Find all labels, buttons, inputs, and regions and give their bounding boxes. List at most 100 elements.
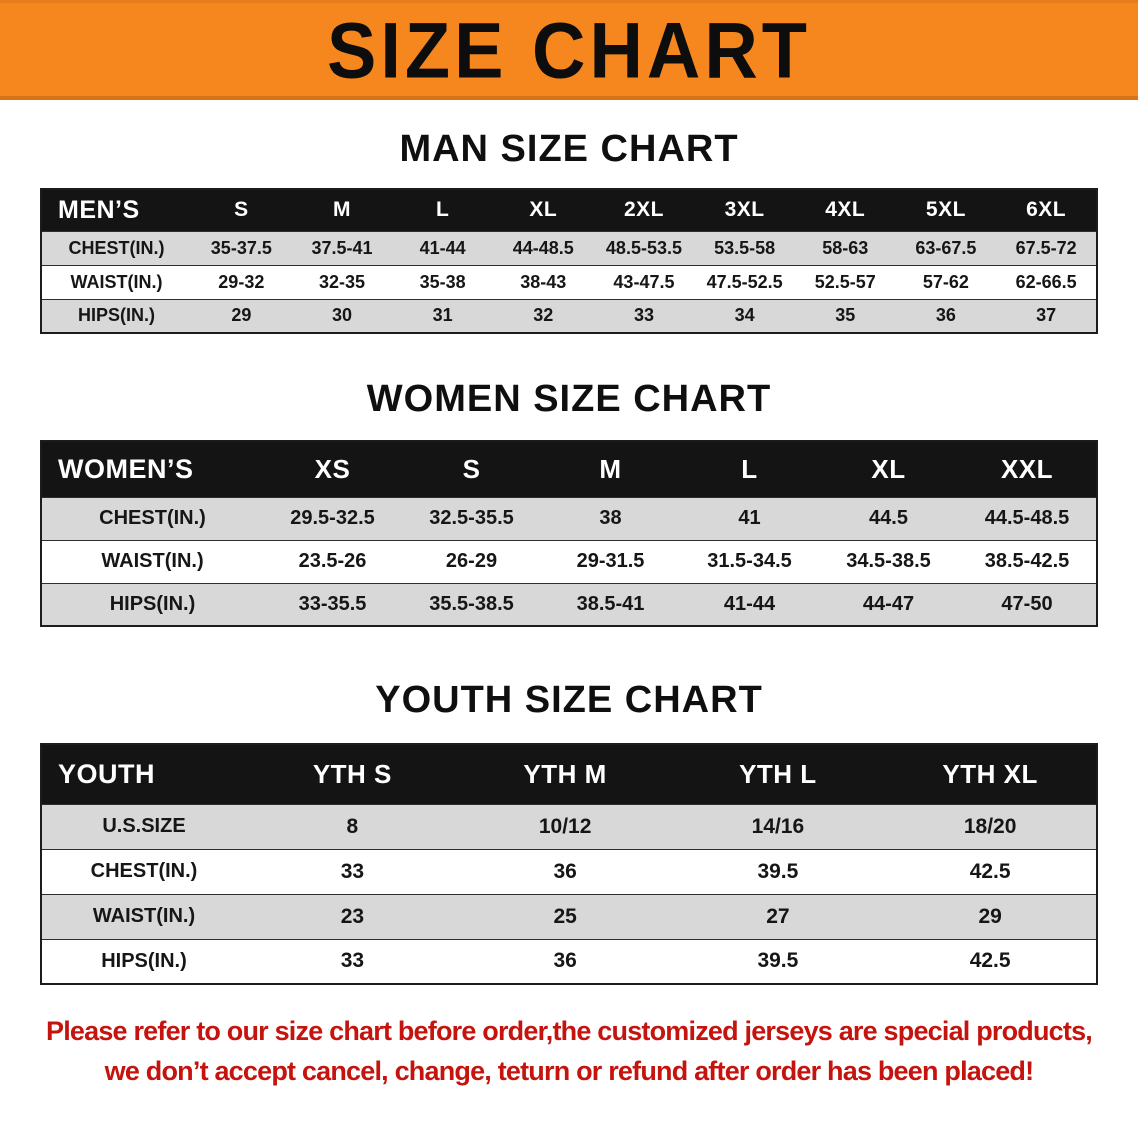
table-title-cell: MEN’S [58, 195, 140, 224]
row-label-cell: HIPS(IN.) [41, 298, 191, 333]
value-cell: 38.5-41 [541, 582, 680, 626]
size-header-cell: YTH XL [942, 758, 1038, 789]
size-header-cell: 2XL [623, 198, 664, 222]
size-header-cell: 3XL [724, 198, 765, 222]
value-cell: 42.5 [884, 848, 1097, 894]
table-row: CHEST(IN.) 35-37.5 37.5-41 41-44 44-48.5 48.5… [41, 230, 1097, 265]
value-cell: 33 [246, 938, 459, 984]
youth-size-table: YOUTH YTH S YTH M YTH L YTH XL U.S.SIZE 8 10/12… [40, 743, 1098, 985]
value-cell: 35.5-38.5 [402, 582, 541, 626]
row-label-cell: CHEST(IN.) [41, 848, 246, 894]
value-cell: 32 [492, 298, 594, 333]
value-cell: 38 [541, 496, 680, 540]
row-label-cell: U.S.SIZE [41, 803, 246, 849]
row-label-cell: WAIST(IN.) [41, 264, 191, 299]
size-header-cell: S [462, 453, 481, 484]
table-header-row: MEN’S S M L XL 2XL 3XL 4XL 5XL 6XL [41, 189, 1097, 231]
size-header-cell: XS [314, 453, 351, 484]
youth-section-heading: YOUTH SIZE CHART [375, 679, 763, 721]
value-cell: 31.5-34.5 [680, 539, 819, 583]
value-cell: 67.5-72 [996, 230, 1097, 265]
size-header-cell: XXL [1000, 453, 1054, 484]
size-header-cell: M [332, 198, 351, 222]
value-cell: 32.5-35.5 [402, 496, 541, 540]
value-cell: 34.5-38.5 [819, 539, 958, 583]
size-header-cell: XL [529, 198, 558, 222]
value-cell: 43-47.5 [593, 264, 695, 299]
table-row: WAIST(IN.) 29-32 32-35 35-38 38-43 43-47.5 47.… [41, 264, 1097, 299]
table-row: HIPS(IN.) 29 30 31 32 33 34 35 36 37 [41, 298, 1097, 333]
value-cell: 30 [291, 298, 393, 333]
value-cell: 26-29 [402, 539, 541, 583]
value-cell: 41-44 [680, 582, 819, 626]
table-title-cell: WOMEN’S [58, 453, 194, 484]
size-header-cell: YTH M [523, 758, 607, 789]
value-cell: 41-44 [392, 230, 493, 265]
size-header-cell: 6XL [1026, 198, 1067, 222]
youth-size-section: YOUTH SIZE CHART YOUTH YTH S YTH M YTH L YTH… [0, 677, 1138, 985]
value-cell: 44-48.5 [492, 230, 594, 265]
size-header-cell: S [234, 198, 249, 222]
value-cell: 29.5-32.5 [263, 496, 402, 540]
value-cell: 33 [246, 848, 459, 894]
value-cell: 25 [458, 893, 672, 939]
size-header-cell: L [435, 198, 450, 222]
disclaimer: Please refer to our size chart before or… [0, 1011, 1138, 1091]
disclaimer-line-2: we don’t accept cancel, change, teturn o… [104, 1056, 1034, 1086]
value-cell: 44-47 [819, 582, 958, 626]
value-cell: 23.5-26 [263, 539, 402, 583]
men-size-table: MEN’S S M L XL 2XL 3XL 4XL 5XL 6XL CHEST(IN.) 35-37… [40, 188, 1098, 334]
size-header-cell: 5XL [925, 198, 966, 222]
value-cell: 42.5 [884, 938, 1097, 984]
value-cell: 14/16 [671, 803, 885, 849]
value-cell: 44.5-48.5 [958, 496, 1097, 540]
row-label-cell: CHEST(IN.) [41, 496, 263, 540]
women-size-section: WOMEN SIZE CHART WOMEN’S XS S M L XL XXL CHEST(… [0, 376, 1138, 627]
value-cell: 37 [996, 298, 1097, 333]
value-cell: 62-66.5 [996, 264, 1097, 299]
table-row: CHEST(IN.) 29.5-32.5 32.5-35.5 38 41 44.5 44.5… [41, 496, 1097, 540]
value-cell: 23 [246, 893, 459, 939]
size-header-cell: 4XL [825, 198, 866, 222]
value-cell: 18/20 [884, 803, 1097, 849]
table-row: HIPS(IN.) 33 36 39.5 42.5 [41, 938, 1097, 984]
value-cell: 10/12 [458, 803, 672, 849]
table-header-row: YOUTH YTH S YTH M YTH L YTH XL [41, 744, 1097, 804]
size-header-cell: YTH S [312, 758, 392, 789]
table-header-row: WOMEN’S XS S M L XL XXL [41, 441, 1097, 497]
value-cell: 48.5-53.5 [593, 230, 695, 265]
banner: SIZE CHART [0, 0, 1138, 100]
value-cell: 52.5-57 [794, 264, 896, 299]
value-cell: 35-38 [392, 264, 493, 299]
disclaimer-line-1: Please refer to our size chart before or… [45, 1016, 1093, 1046]
row-label-cell: WAIST(IN.) [41, 893, 246, 939]
value-cell: 32-35 [291, 264, 393, 299]
value-cell: 27 [671, 893, 885, 939]
value-cell: 36 [458, 938, 672, 984]
row-label-cell: WAIST(IN.) [41, 539, 263, 583]
table-row: WAIST(IN.) 23 25 27 29 [41, 893, 1097, 939]
value-cell: 29-31.5 [541, 539, 680, 583]
women-size-table: WOMEN’S XS S M L XL XXL CHEST(IN.) 29.5-32.5 32.5… [40, 440, 1098, 627]
value-cell: 39.5 [671, 848, 885, 894]
row-label-cell: HIPS(IN.) [41, 938, 246, 984]
value-cell: 36 [895, 298, 997, 333]
table-title-cell: YOUTH [58, 758, 155, 789]
value-cell: 36 [458, 848, 672, 894]
men-section-heading: MAN SIZE CHART [399, 128, 739, 170]
value-cell: 47-50 [958, 582, 1097, 626]
value-cell: 29-32 [191, 264, 292, 299]
value-cell: 47.5-52.5 [694, 264, 795, 299]
value-cell: 33-35.5 [263, 582, 402, 626]
size-header-cell: YTH L [739, 758, 817, 789]
value-cell: 63-67.5 [895, 230, 997, 265]
page-title: SIZE CHART [327, 6, 811, 94]
value-cell: 38.5-42.5 [958, 539, 1097, 583]
men-size-section: MAN SIZE CHART MEN’S S M L XL 2XL 3XL 4XL 5XL 6XL… [0, 126, 1138, 334]
value-cell: 29 [191, 298, 292, 333]
value-cell: 57-62 [895, 264, 997, 299]
value-cell: 38-43 [492, 264, 594, 299]
table-row: WAIST(IN.) 23.5-26 26-29 29-31.5 31.5-34.5 34… [41, 539, 1097, 583]
value-cell: 41 [680, 496, 819, 540]
